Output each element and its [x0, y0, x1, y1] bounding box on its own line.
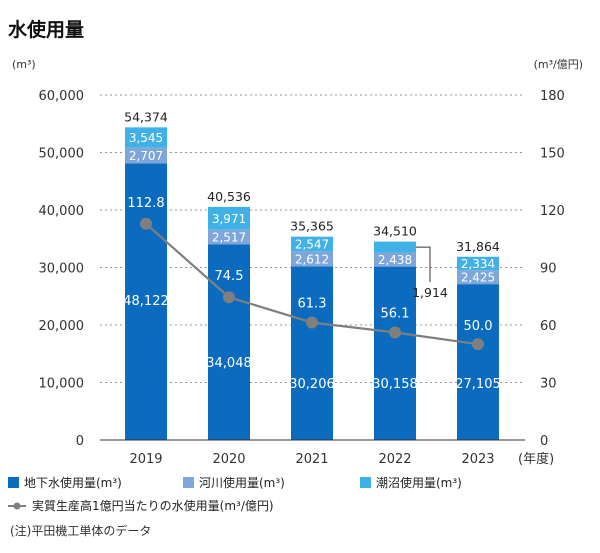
- bar-segment: [291, 266, 333, 440]
- legend-label: 実質生産高1億円当たりの水使用量(m³/億円): [32, 498, 274, 513]
- river-value-label: 2,517: [212, 230, 246, 244]
- x-tick-label: 2022: [378, 452, 411, 467]
- x-axis-unit: (年度): [518, 451, 554, 467]
- bar-segment: [125, 147, 167, 164]
- groundwater-value-label: 27,105: [455, 377, 501, 392]
- bar-segment: [125, 163, 167, 440]
- groundwater-value-label: 34,048: [206, 356, 252, 371]
- y-axis-unit: (m³): [12, 58, 36, 71]
- river-value-label: 2,425: [461, 271, 495, 285]
- total-value-label: 34,510: [373, 224, 417, 239]
- axes: 0 10,000 20,000 30,000 40,000 50,000 60,000 0 30…: [39, 89, 565, 467]
- intensity-value-label: 56.1: [381, 306, 410, 321]
- legend-swatch: [360, 477, 371, 488]
- bar-segment: [291, 251, 333, 267]
- intensity-line: [140, 217, 484, 351]
- legend-line-marker: [13, 502, 21, 510]
- bar-segment: [457, 256, 499, 271]
- total-value-label: 31,864: [456, 239, 500, 254]
- tide-value-label: 3,971: [212, 212, 246, 226]
- intensity-value-label: 50.0: [464, 319, 493, 334]
- tide-value-label: 2,547: [295, 237, 329, 251]
- y-tick-label: 0: [76, 434, 84, 449]
- tide-value-label: 3,545: [129, 131, 163, 145]
- x-tick-label: 2019: [129, 452, 162, 467]
- bar-segment: [457, 270, 499, 285]
- intensity-value-label: 74.5: [215, 269, 244, 284]
- river-value-label: 2,438: [378, 253, 412, 267]
- y2-tick-label: 120: [540, 204, 565, 219]
- total-value-label: 35,365: [290, 219, 334, 234]
- intensity-value-label: 61.3: [298, 297, 327, 312]
- bar-segment: [291, 236, 333, 252]
- x-tick-label: 2023: [461, 452, 494, 467]
- intensity-point: [140, 217, 152, 230]
- y2-tick-label: 180: [540, 89, 565, 104]
- gridlines: [100, 94, 525, 383]
- tide-value-label: 2,334: [461, 257, 495, 271]
- y-tick-label: 10,000: [39, 377, 85, 392]
- bar-segment: [208, 206, 250, 230]
- y-tick-label: 30,000: [39, 262, 85, 277]
- intensity-point: [306, 316, 318, 329]
- bar-segment: [457, 284, 499, 440]
- river-value-label: 2,612: [295, 252, 329, 266]
- bar-segment: [374, 252, 416, 267]
- y-tick-label: 50,000: [39, 147, 85, 162]
- y2-tick-label: 0: [540, 434, 548, 449]
- y2-tick-label: 60: [540, 319, 557, 334]
- groundwater-value-label: 30,206: [289, 377, 335, 392]
- bar-segment: [208, 244, 250, 440]
- bar-segment: [208, 229, 250, 245]
- y-tick-label: 60,000: [39, 89, 85, 104]
- intensity-point: [223, 291, 235, 304]
- bar-segment: [125, 127, 167, 148]
- legend-label: 潮沼使用量(m³): [376, 475, 462, 490]
- legend-swatch: [183, 477, 194, 488]
- intensity-point: [472, 338, 484, 351]
- y2-tick-label: 90: [540, 262, 557, 277]
- groundwater-value-label: 30,158: [372, 377, 418, 392]
- chart-title: 水使用量: [8, 19, 84, 41]
- legend: 地下水使用量(m³) 河川使用量(m³) 潮沼使用量(m³) 実質生産高1億円当たりの…: [8, 475, 462, 513]
- y2-tick-label: 30: [540, 377, 557, 392]
- bar-segment: [374, 266, 416, 440]
- legend-label: 河川使用量(m³): [199, 475, 285, 490]
- groundwater-value-label: 48,122: [123, 294, 169, 309]
- y2-axis-unit: (m³/億円): [534, 58, 583, 71]
- footnote: (注)平田機工単体のデータ: [10, 523, 151, 538]
- y2-tick-label: 150: [540, 147, 565, 162]
- total-value-label: 54,374: [124, 109, 168, 124]
- river-value-label: 2,707: [129, 149, 163, 163]
- bar-segment: [374, 241, 416, 253]
- legend-label: 地下水使用量(m³): [24, 475, 122, 490]
- intensity-point: [389, 326, 401, 339]
- x-tick-label: 2021: [295, 452, 328, 467]
- callout-leader: [416, 246, 431, 283]
- intensity-value-label: 112.8: [127, 196, 164, 211]
- y-tick-label: 20,000: [39, 319, 85, 334]
- data-labels: 48,122 2,707 3,545 54,374 34,048 2,517 3,971 40…: [123, 109, 501, 392]
- bars: [125, 127, 499, 440]
- callout-label: 1,914: [412, 285, 448, 300]
- y-tick-label: 40,000: [39, 204, 85, 219]
- x-tick-label: 2020: [212, 452, 245, 467]
- legend-swatch: [8, 477, 19, 488]
- total-value-label: 40,536: [207, 189, 251, 204]
